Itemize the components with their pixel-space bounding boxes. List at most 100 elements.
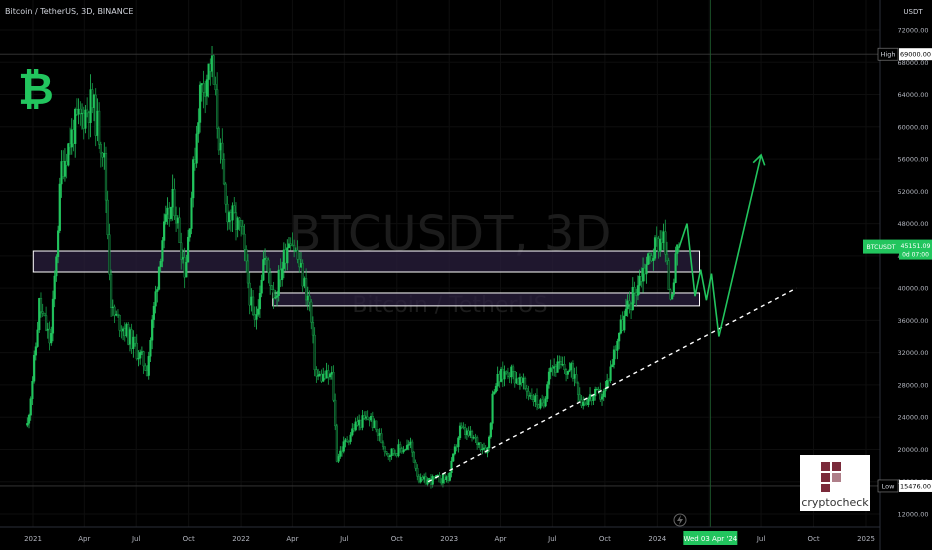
candle-body [414, 462, 417, 469]
candle-body [41, 311, 44, 314]
candle-body [144, 365, 147, 371]
current-value-bg [899, 239, 932, 260]
cryptocheck-logo: cryptocheck [800, 455, 870, 511]
candle-body [648, 253, 652, 256]
candle-body [376, 429, 380, 436]
candle-body [258, 293, 262, 310]
candle-body [506, 372, 510, 377]
candle-body [399, 444, 402, 449]
y-tick-label: 24000.00 [897, 414, 928, 422]
crosshair-date-label: Wed 03 Apr '24 [683, 535, 737, 543]
candle-body [523, 377, 527, 389]
candle-body [354, 421, 357, 431]
candle-body [270, 285, 273, 290]
candle-body [575, 374, 578, 384]
candle-body [535, 395, 539, 405]
candle-body [195, 133, 198, 164]
candle-body [549, 367, 552, 373]
candle-body [269, 272, 272, 286]
candle-body [628, 300, 631, 305]
candle-body [544, 398, 547, 407]
candle-body [156, 289, 159, 292]
candle-body [135, 342, 138, 360]
candle-body [186, 236, 190, 263]
candle-body [67, 143, 70, 166]
candle-body [525, 388, 528, 392]
candle-body [169, 206, 173, 219]
high-badge-label-bg [877, 47, 899, 61]
candle-body [207, 63, 210, 80]
candle-body [624, 308, 628, 317]
candle-body [568, 369, 571, 372]
x-tick-label: Oct [807, 535, 819, 543]
candle-body [241, 226, 244, 235]
price-zone[interactable] [32, 250, 701, 273]
y-tick-label: 56000.00 [897, 156, 928, 164]
candle-body [298, 259, 301, 268]
candle-body [387, 453, 390, 457]
candle-body [411, 441, 414, 453]
x-tick-label: Apr [494, 535, 506, 543]
ascending-trendline[interactable] [427, 287, 797, 483]
candle-body [151, 319, 154, 341]
y-tick-label: 48000.00 [897, 220, 928, 228]
x-tick-label: 2023 [440, 535, 458, 543]
candle-body [602, 390, 605, 398]
candle-body [305, 278, 308, 301]
candle-body [265, 257, 268, 261]
candle-body [286, 247, 289, 264]
lightning-icon[interactable] [673, 513, 687, 527]
x-tick-label: Jul [339, 535, 349, 543]
projection-path[interactable] [678, 154, 762, 337]
candle-body [328, 374, 332, 378]
candle-body [104, 153, 108, 201]
x-tick-label: 2021 [24, 535, 42, 543]
candle-body [578, 394, 581, 401]
candle-body [116, 313, 120, 316]
candle-body [180, 242, 183, 260]
candle-body [185, 262, 188, 278]
candle-body [313, 334, 316, 370]
candle-body [457, 437, 460, 448]
support-resistance-zones [32, 250, 701, 307]
candle-body [600, 396, 604, 400]
x-tick-label: Oct [391, 535, 403, 543]
candle-body [407, 444, 410, 446]
x-tick-label: 2024 [648, 535, 666, 543]
candle-body [383, 446, 386, 452]
candle-body [361, 415, 364, 428]
y-tick-label: 60000.00 [897, 123, 928, 131]
candle-body [216, 89, 219, 129]
candle-body [594, 389, 597, 397]
low-badge-value: 15476.00 [900, 482, 931, 490]
current-countdown: 0d 07:00 [902, 252, 929, 259]
candle-body [251, 296, 255, 316]
candle-body [633, 287, 636, 293]
candle-body [664, 231, 667, 255]
candle-body [375, 420, 378, 430]
candle-body [315, 369, 318, 377]
candle-body [641, 267, 645, 282]
candle-body [606, 380, 609, 389]
candle-body [198, 84, 202, 123]
candle-body [665, 253, 669, 261]
candle-body [238, 217, 241, 221]
candle-body [205, 79, 208, 97]
price-zone[interactable] [272, 292, 701, 307]
high-badge: High 69000.00 [877, 47, 932, 61]
current-symbol: BTCUSDT [867, 244, 896, 251]
candle-body [289, 243, 292, 246]
candle-body [152, 305, 155, 320]
candle-body [255, 314, 258, 320]
candle-body [240, 220, 243, 227]
candle-body [609, 366, 612, 382]
candle-body [541, 399, 544, 404]
candle-body [221, 142, 224, 160]
currency-label: USDT [903, 8, 923, 16]
x-tick-label: Jul [756, 535, 766, 543]
candle-body [397, 444, 400, 457]
candle-body [192, 159, 195, 199]
candle-body [559, 361, 563, 366]
candle-body [332, 372, 335, 401]
